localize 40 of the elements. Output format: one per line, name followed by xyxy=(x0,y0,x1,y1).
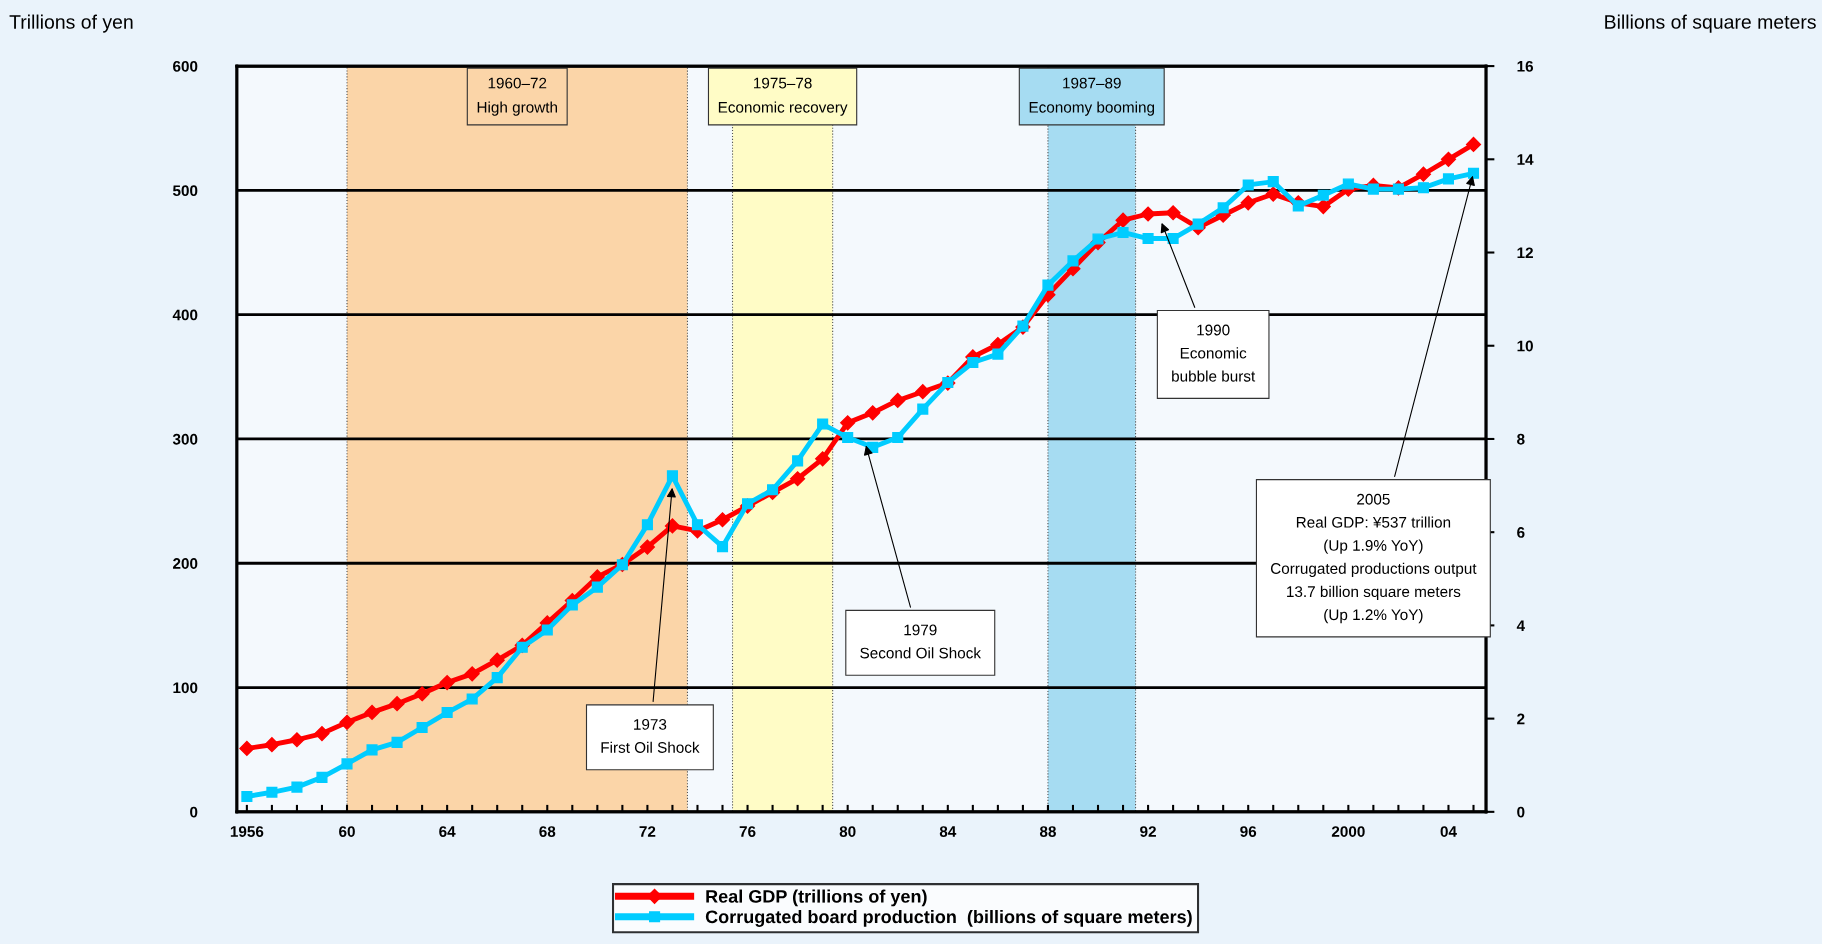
y-tick-label: 200 xyxy=(173,558,198,569)
annotation: 1973 First Oil Shock xyxy=(601,719,700,753)
x-tick-label: 76 xyxy=(739,826,756,837)
x-tick-label: 96 xyxy=(1240,826,1257,837)
y-tick-label: 0 xyxy=(190,806,198,818)
band-label: 1975–78 Economic recovery xyxy=(718,77,848,116)
x-tick-label: 2000 xyxy=(1331,826,1365,837)
x-tick-label: 88 xyxy=(1039,826,1056,837)
x-tick-label: 80 xyxy=(839,826,856,837)
y2-axis-title: Billions of square meters xyxy=(1605,14,1816,33)
y-tick-label: 100 xyxy=(173,682,198,694)
y-tick-label: 500 xyxy=(172,185,198,197)
x-tick-label: 84 xyxy=(939,826,957,837)
y2-tick-label: 0 xyxy=(1517,806,1525,818)
y2-tick-label: 8 xyxy=(1517,433,1525,445)
y2-tick-label: 6 xyxy=(1517,527,1525,538)
x-tick-label: 60 xyxy=(339,826,355,837)
y2-tick-label: 10 xyxy=(1517,340,1533,352)
x-tick-label: 92 xyxy=(1140,826,1156,837)
annotation: 1990 Economic bubble burst xyxy=(1172,324,1256,382)
x-tick-label: 72 xyxy=(639,826,656,837)
band-label: 1987–89 Economy booming xyxy=(1029,77,1155,116)
annotation: 1979 Second Oil Shock xyxy=(860,624,982,659)
x-tick-label: 1956 xyxy=(230,826,264,837)
y-tick-label: 400 xyxy=(172,309,198,321)
y2-tick-label: 2 xyxy=(1517,713,1525,725)
x-tick-label: 64 xyxy=(439,826,456,837)
x-tick-label: 68 xyxy=(539,826,556,837)
y2-tick-label: 16 xyxy=(1517,60,1534,72)
y2-tick-label: 12 xyxy=(1517,247,1533,259)
y-axis-title: Trillions of yen xyxy=(9,14,133,33)
annotation: 2005 Real GDP: ¥537 trillion (Up 1.9% YoY) Corrugated productions output 13.7 billion square meters (Up 1.2% YoY) xyxy=(1270,493,1477,624)
legend-label: Corrugated board production (billions of square meters) xyxy=(705,909,1192,927)
band-label: 1960–72 High growth xyxy=(477,77,557,116)
legend-label: Real GDP (trillions of yen) xyxy=(706,889,927,907)
y2-tick-label: 14 xyxy=(1517,154,1534,165)
y2-tick-label: 4 xyxy=(1516,620,1525,631)
x-tick-label: 04 xyxy=(1440,826,1457,837)
y-tick-label: 600 xyxy=(173,60,198,72)
y-tick-label: 300 xyxy=(172,433,198,445)
